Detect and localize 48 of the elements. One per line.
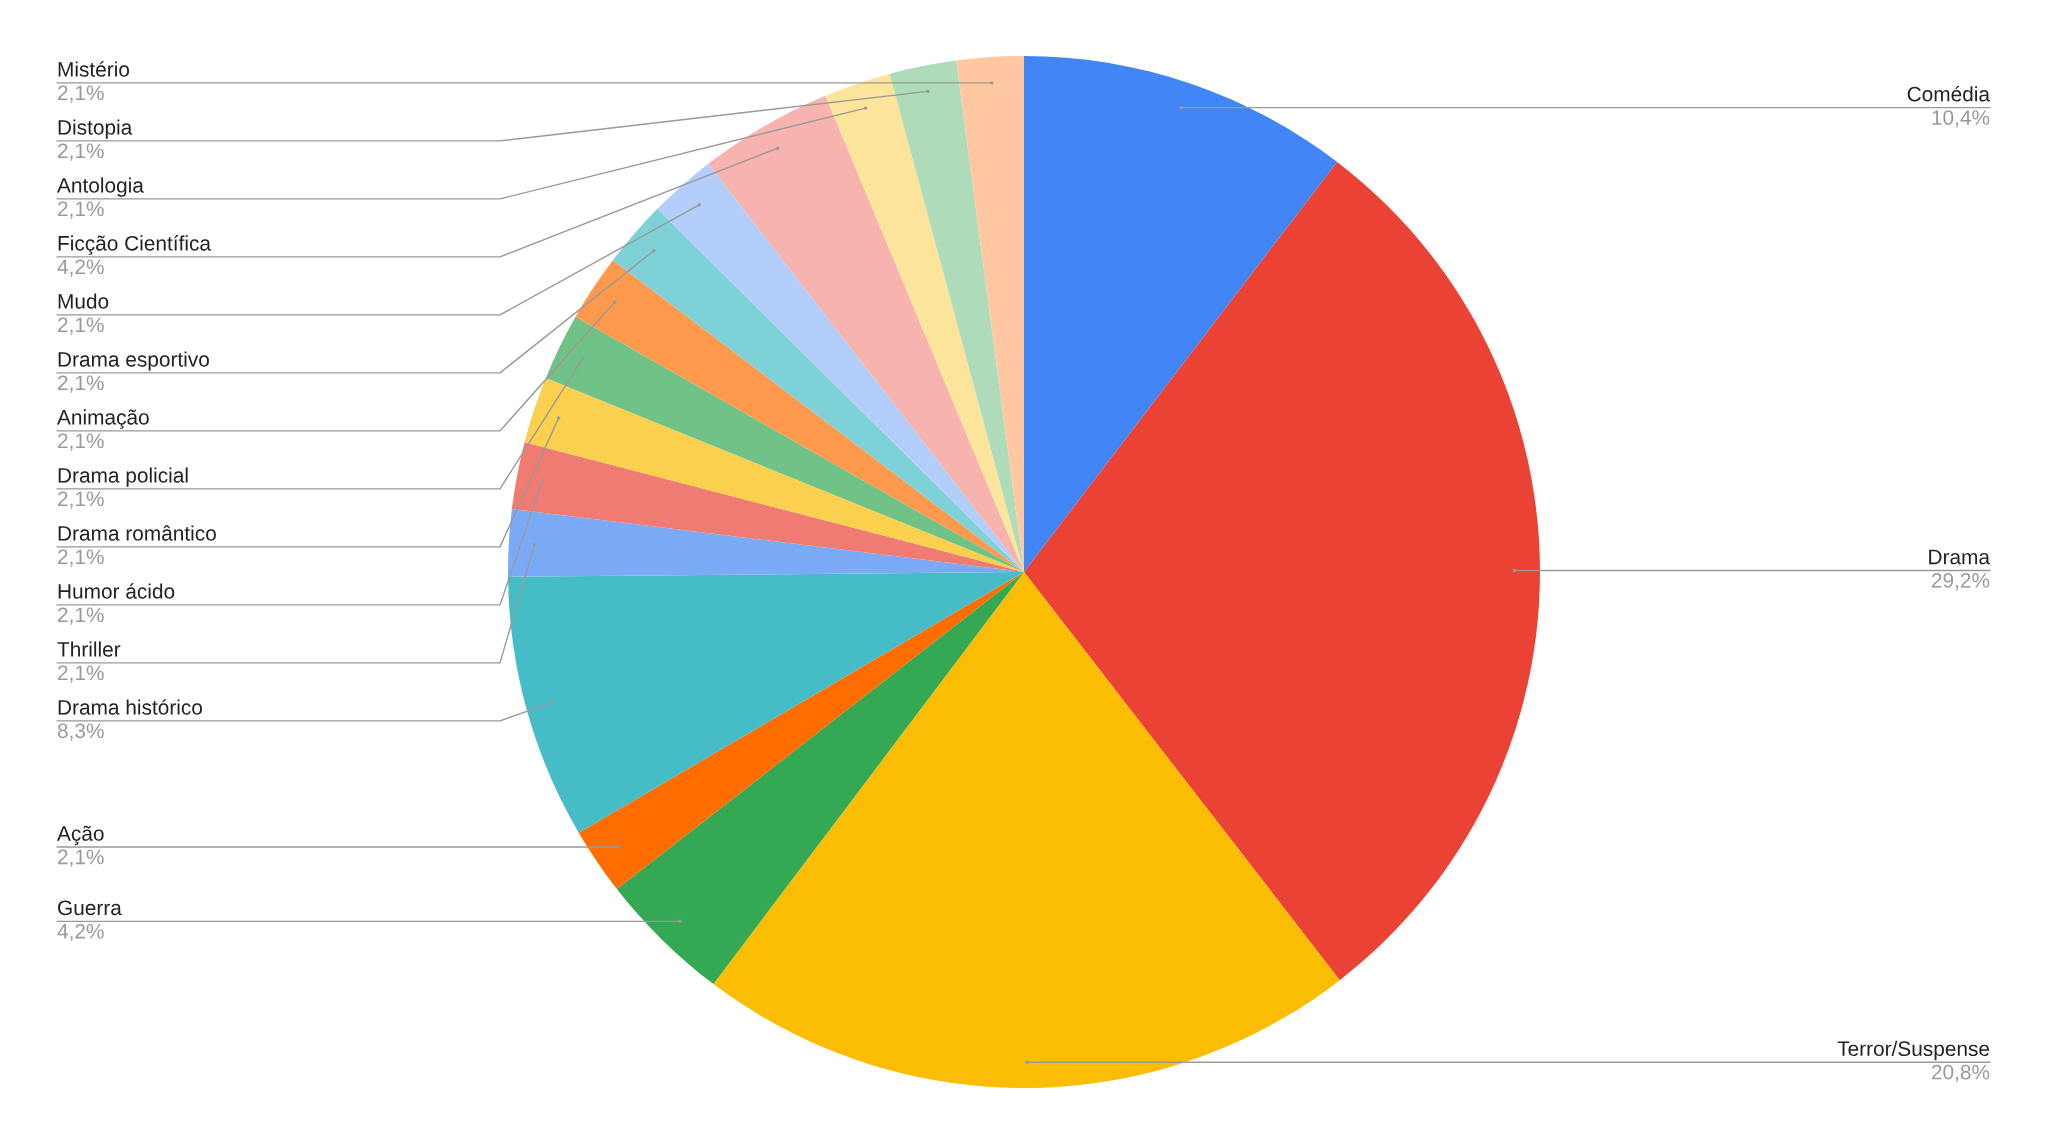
data-label: 2,1%: [58, 549, 104, 567]
data-label: 29,2%: [1931, 573, 1990, 591]
slice-label: Animação: [57, 409, 149, 429]
slice-label: Drama esportivo: [58, 351, 209, 371]
data-label: 4,2%: [57, 259, 104, 277]
data-label: 2,1%: [58, 317, 104, 335]
data-label: 2,1%: [58, 849, 104, 867]
data-label: 2,1%: [58, 433, 104, 451]
data-label: 2,1%: [58, 607, 104, 625]
data-label: 2,1%: [58, 143, 104, 161]
slice-label: Drama: [1929, 549, 1990, 565]
data-label: 2,1%: [58, 491, 104, 509]
slice-label: Antologia: [57, 177, 144, 197]
pie-slice: [524, 377, 1024, 572]
slice-label: Ação: [57, 825, 104, 846]
data-label: 2,1%: [58, 665, 104, 683]
data-label: 20,8%: [1931, 1064, 1990, 1082]
slice-label: Drama histórico: [58, 699, 202, 715]
data-label: 4,2%: [57, 923, 104, 942]
slice-label: Drama romântico: [58, 525, 216, 541]
data-label: 8,3%: [57, 723, 104, 741]
slice-label: Ficção Científica: [58, 235, 211, 255]
slice-label: Terror/Suspense: [1837, 1040, 1990, 1061]
slice-label: Thriller: [57, 641, 121, 657]
data-label: 10,4%: [1932, 110, 1990, 128]
pie-slice: [1024, 161, 1540, 981]
slice-label: Mistério: [58, 61, 130, 77]
pie-slice: [616, 572, 1024, 985]
pie-slice: [657, 163, 1024, 572]
pie-slice: [713, 572, 1340, 1088]
pie-slice: [708, 95, 1024, 572]
pie-slice: [575, 260, 1024, 572]
pie-slice: [889, 60, 1024, 572]
pie-slice: [511, 442, 1024, 572]
slice-label: Distopia: [58, 119, 133, 139]
slice-label: Comédia: [1907, 85, 1990, 102]
slice-label: Humor ácido: [58, 583, 175, 599]
pie-slice: [1024, 56, 1338, 572]
pie-slice: [545, 316, 1024, 572]
data-label: 2,1%: [58, 85, 104, 103]
slice-label: Mudo: [58, 293, 109, 309]
data-label: 2,1%: [58, 375, 104, 393]
data-label: 2,1%: [58, 201, 104, 219]
slice-label: Guerra: [58, 900, 122, 916]
pie-slice: [578, 572, 1024, 889]
slice-label: Drama policial: [58, 467, 188, 487]
pie-slice: [825, 73, 1024, 572]
pie-slice: [508, 572, 1024, 833]
